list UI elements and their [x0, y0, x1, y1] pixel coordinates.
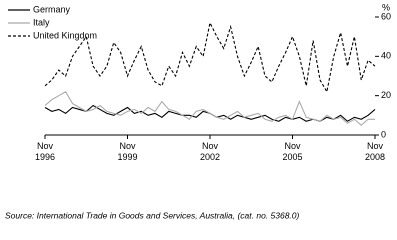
x-tick-label: Nov 2002	[199, 141, 221, 162]
y-tick-label: 0	[381, 129, 386, 139]
legend-label: Italy	[33, 17, 50, 27]
y-tick-label: 60	[381, 11, 391, 21]
x-tick-label: Nov 2008	[364, 141, 386, 162]
chart: % Source: International Trade in Goods a…	[5, 2, 391, 220]
series-line	[44, 90, 375, 126]
y-axis-label: %	[382, 2, 390, 12]
source-note: Source: International Trade in Goods and…	[5, 210, 300, 220]
chart-svg: % Source: International Trade in Goods a…	[5, 2, 391, 220]
y-tick-label: 40	[381, 51, 391, 61]
x-tick-label: Nov 2005	[282, 141, 303, 162]
x-tick-label: Nov 1996	[34, 141, 56, 162]
legend-label: Germany	[33, 4, 71, 14]
legend-label: United Kingdom	[33, 30, 97, 40]
series-line	[44, 21, 376, 94]
x-tick-label: Nov 1999	[117, 141, 138, 162]
y-tick-label: 20	[381, 90, 391, 100]
